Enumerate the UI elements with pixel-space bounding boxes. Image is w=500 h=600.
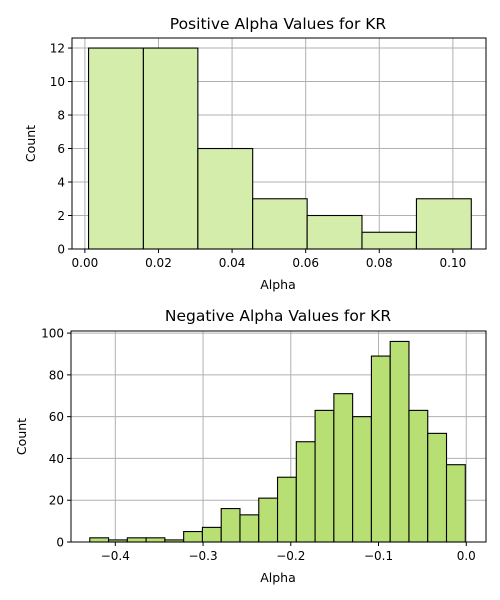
y-tick-label: 12 bbox=[50, 42, 65, 56]
histogram-bar bbox=[276, 476, 297, 543]
x-tick-label: −0.4 bbox=[101, 549, 130, 563]
histogram-bar bbox=[145, 537, 166, 543]
x-tick-label: −0.2 bbox=[276, 549, 305, 563]
plot-frame bbox=[71, 37, 487, 250]
histogram-bar bbox=[415, 198, 472, 250]
plot-frame bbox=[70, 330, 487, 543]
x-tick-label: 0.06 bbox=[292, 256, 319, 270]
positive-alpha-histogram: Positive Alpha Values for KR 0.00 0.02 0.0… bbox=[23, 15, 487, 292]
histogram-bar bbox=[427, 432, 448, 543]
y-tick-label: 40 bbox=[49, 452, 64, 466]
x-tick-label: 0.10 bbox=[440, 256, 467, 270]
y-tick-label: 20 bbox=[49, 494, 64, 508]
chart-title: Negative Alpha Values for KR bbox=[165, 307, 391, 325]
x-tick-label: −0.1 bbox=[364, 549, 393, 563]
histogram-bar bbox=[370, 355, 391, 543]
histogram-bar bbox=[142, 47, 199, 250]
x-tick-label: 0.0 bbox=[457, 549, 476, 563]
y-tick-label: 100 bbox=[41, 327, 64, 341]
histogram-bar bbox=[126, 537, 147, 543]
histogram-bar bbox=[201, 526, 222, 543]
histogram-bar bbox=[352, 416, 372, 543]
y-axis-label: Count bbox=[14, 418, 29, 455]
histogram-bar bbox=[408, 409, 429, 543]
y-axis-label: Count bbox=[23, 125, 38, 162]
histogram-bar bbox=[306, 214, 363, 250]
x-tick-label: 0.08 bbox=[366, 256, 393, 270]
chart-title: Positive Alpha Values for KR bbox=[170, 15, 387, 33]
y-tick-label: 60 bbox=[49, 410, 64, 424]
x-axis-label: Alpha bbox=[260, 570, 296, 585]
y-tick-label: 4 bbox=[57, 176, 65, 190]
y-tick-label: 8 bbox=[57, 109, 65, 123]
histogram-bar bbox=[314, 409, 335, 543]
histogram-bar bbox=[252, 198, 308, 250]
histogram-bar bbox=[89, 537, 110, 543]
histogram-bar bbox=[220, 508, 241, 543]
histogram-bar bbox=[197, 147, 254, 250]
histogram-bar bbox=[258, 497, 279, 543]
y-tick-label: 0 bbox=[57, 243, 65, 257]
y-tick-label: 6 bbox=[57, 142, 65, 156]
histogram-bar bbox=[445, 464, 466, 543]
histogram-bar bbox=[361, 231, 417, 250]
histogram-bar bbox=[295, 441, 316, 543]
y-tick-label: 2 bbox=[57, 209, 65, 223]
x-axis-label: Alpha bbox=[260, 277, 296, 292]
y-tick-label: 10 bbox=[50, 75, 65, 89]
x-tick-label: 0.04 bbox=[219, 256, 246, 270]
histogram-bar bbox=[183, 531, 203, 543]
histogram-bar bbox=[88, 47, 144, 250]
histogram-bar bbox=[333, 393, 354, 543]
y-tick-label: 0 bbox=[56, 536, 64, 550]
x-tick-label: −0.3 bbox=[188, 549, 217, 563]
x-tick-label: 0.00 bbox=[72, 256, 99, 270]
histogram-bar bbox=[389, 340, 410, 543]
x-tick-label: 0.02 bbox=[145, 256, 172, 270]
y-tick-label: 80 bbox=[49, 368, 64, 382]
negative-alpha-histogram: Negative Alpha Values for KR −0.4 −0.3 −0.… bbox=[14, 307, 487, 585]
histogram-bar bbox=[239, 514, 260, 543]
